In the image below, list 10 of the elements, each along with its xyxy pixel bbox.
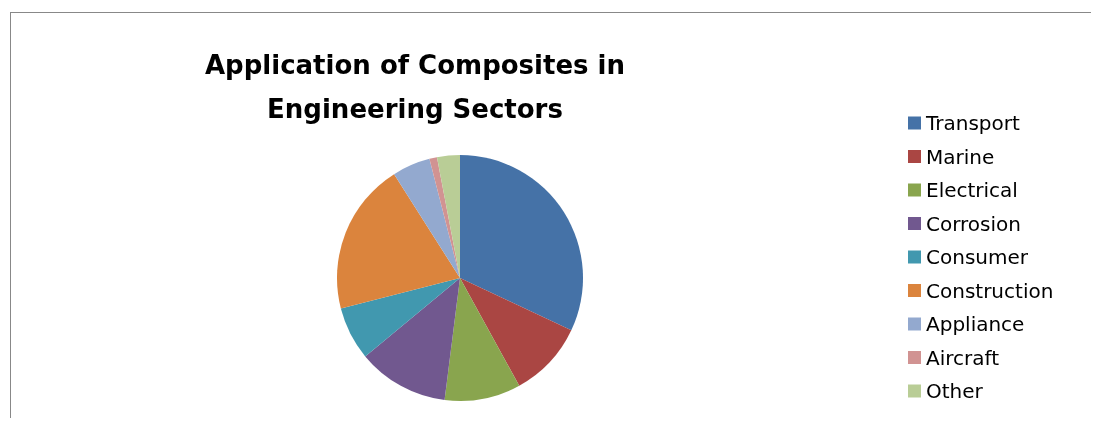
legend-label: Marine <box>926 144 995 169</box>
legend-label: Construction <box>926 278 1054 303</box>
legend-label: Corrosion <box>926 211 1021 236</box>
legend-label: Appliance <box>926 312 1025 336</box>
legend-label: Other <box>926 379 984 403</box>
legend-label: Consumer <box>926 245 1029 269</box>
legend-label: Transport <box>925 111 1021 135</box>
chart-title: Application of Composites in Engineering Sectors <box>204 50 626 124</box>
legend-label: Electrical <box>926 178 1018 202</box>
legend-label: Aircraft <box>926 345 1000 370</box>
